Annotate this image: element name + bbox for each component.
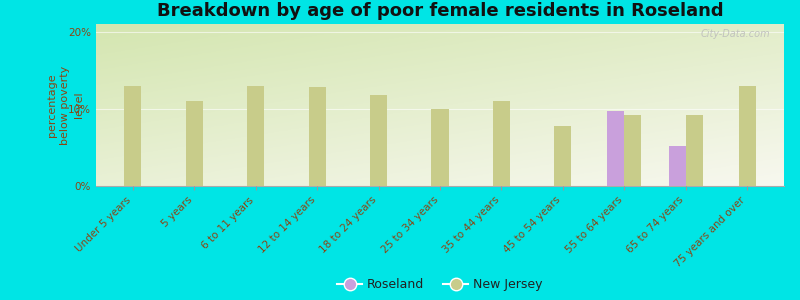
Bar (431, 109, 449, 186)
Bar (309, 87, 326, 186)
Bar (493, 101, 510, 186)
Legend: Roseland, New Jersey: Roseland, New Jersey (332, 273, 548, 296)
Text: City-Data.com: City-Data.com (701, 29, 770, 39)
Bar (186, 101, 203, 186)
Bar (738, 86, 756, 186)
Bar (686, 115, 703, 186)
Bar (607, 111, 624, 186)
Bar (124, 86, 142, 186)
Bar (247, 86, 264, 186)
Bar (624, 115, 642, 186)
Bar (669, 146, 686, 186)
Bar (554, 126, 571, 186)
Title: Breakdown by age of poor female residents in Roseland: Breakdown by age of poor female resident… (157, 2, 723, 20)
Bar (370, 95, 387, 186)
Y-axis label: percentage
below poverty
level: percentage below poverty level (47, 65, 83, 145)
